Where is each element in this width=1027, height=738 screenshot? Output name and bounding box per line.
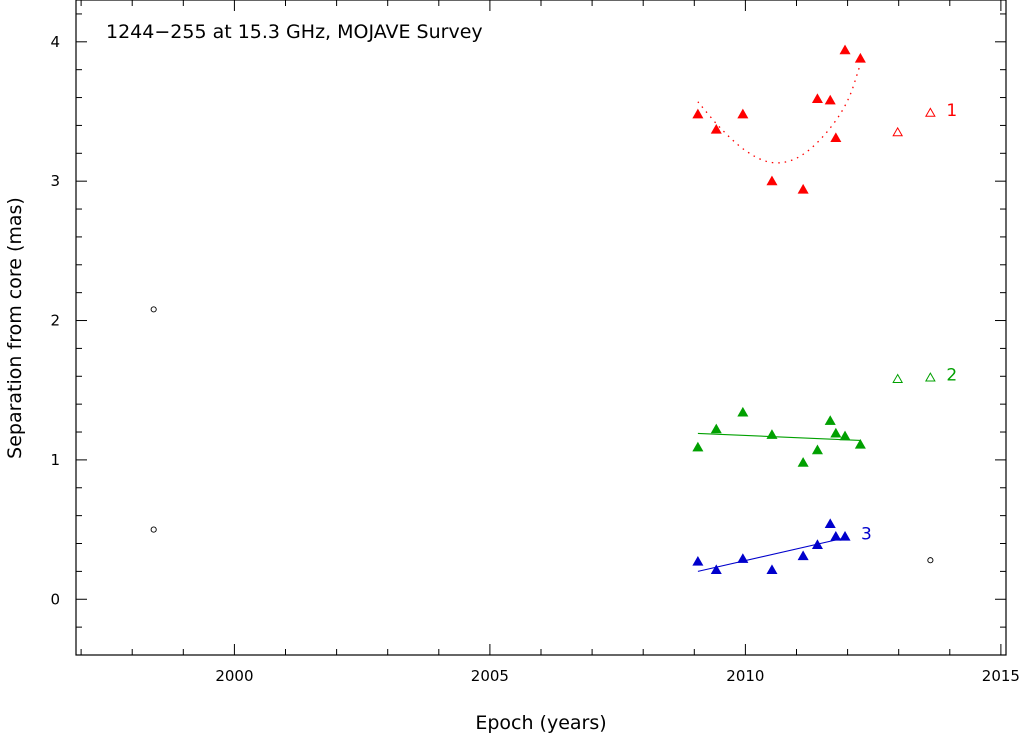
axis-ticks [76,0,1006,656]
data-point-series-3 [811,539,823,549]
data-point-series-2 [839,430,851,441]
x-tick-label: 2000 [215,667,253,685]
tick-labels: 2000 2005 2010 2015 0 1 2 3 4 [50,33,1020,685]
y-tick-label: 3 [50,172,60,190]
unassigned-point [150,306,157,313]
unassigned-point [927,557,934,564]
fit-line-2 [697,432,861,441]
data-point-series-2 [692,441,704,452]
data-point-series-3 [710,564,722,575]
data-point-series-1 [692,108,704,119]
plot-frame [75,0,1007,656]
y-tick-label: 2 [50,312,60,330]
open-point-series-1 [892,126,904,137]
data-point-series-3 [737,553,749,563]
chart-title: 1244−255 at 15.3 GHz, MOJAVE Survey [106,21,483,43]
fit-line-3 [697,537,846,572]
fit-lines [697,63,862,572]
series-labels: 1 2 3 [861,101,957,545]
data-point-series-1 [737,108,749,119]
data-point-series-3 [839,530,851,541]
data-point-series-3 [824,518,836,529]
series-label-2: 2 [946,366,957,386]
data-point-series-1 [797,183,809,194]
data-point-series-1 [710,124,722,134]
data-point-series-2 [737,406,749,417]
data-point-series-2 [830,427,842,438]
data-point-series-3 [766,564,778,575]
y-tick-label: 4 [50,33,60,51]
data-point-series-2 [854,438,866,449]
data-point-series-2 [766,429,778,439]
data-point-series-3 [692,556,704,566]
data-point-series-3 [830,530,842,541]
x-tick-label: 2015 [982,667,1020,685]
series-label-1: 1 [946,101,957,121]
fit-line-1 [697,63,862,164]
data-point-series-2 [811,444,823,455]
series-label-3: 3 [861,525,872,545]
data-point-series-1 [830,132,842,143]
data-point-series-3 [797,550,809,561]
open-point-series-2 [892,373,904,383]
data-point-series-2 [824,415,836,425]
data-point-series-1 [839,44,851,55]
data-point-series-1 [766,175,778,186]
x-tick-label: 2010 [726,667,764,685]
unassigned-point [150,526,157,533]
data-point-series-2 [797,457,809,467]
data-point-series-1 [854,52,866,63]
x-tick-label: 2005 [471,667,509,685]
y-tick-label: 1 [50,451,60,469]
data-point-series-2 [710,423,722,434]
y-tick-label: 0 [50,590,60,608]
open-point-series-2 [925,372,936,382]
data-marks [150,44,936,575]
data-point-series-1 [824,94,836,105]
open-point-series-1 [925,107,936,117]
data-point-series-1 [811,93,823,103]
y-axis-title: Separation from core (mas) [4,197,26,459]
x-axis-title: Epoch (years) [475,712,606,734]
